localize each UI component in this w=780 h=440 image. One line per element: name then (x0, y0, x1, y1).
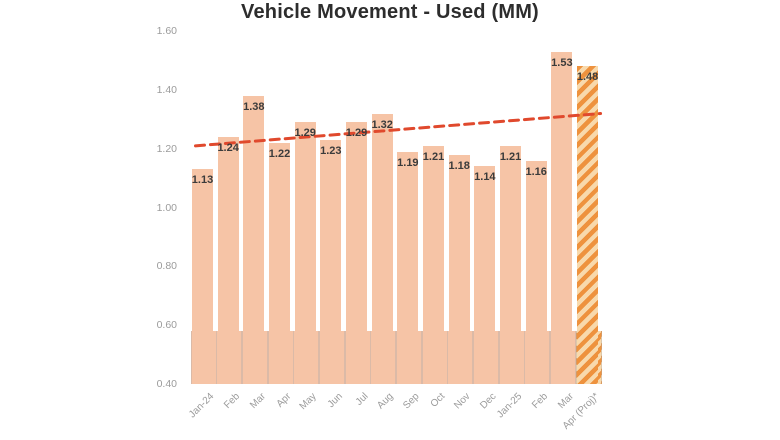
bar (346, 122, 368, 384)
bar-value-label: 1.53 (551, 56, 573, 69)
bar-value-label: 1.29 (294, 127, 316, 140)
bar-value-label: 1.24 (217, 142, 239, 155)
bar-value-label: 1.21 (422, 150, 445, 163)
bar (448, 154, 470, 384)
bar (525, 160, 547, 384)
x-axis-label: Jul (353, 391, 371, 408)
bar (500, 145, 522, 384)
bar-value-label: 1.23 (320, 144, 342, 157)
y-axis-label: 0.40 (156, 378, 177, 390)
y-axis-label: 0.80 (156, 260, 177, 273)
bar-value-label: 1.18 (448, 159, 470, 172)
bar-value-label: 1.14 (474, 171, 496, 184)
bar (423, 145, 445, 384)
bar-value-label: 1.29 (345, 127, 368, 140)
bar (269, 142, 290, 384)
x-axis-label: May (297, 391, 319, 413)
y-axis-label: 0.60 (156, 319, 177, 332)
bar-value-label: 1.13 (191, 174, 214, 187)
x-axis-label: Feb (530, 391, 550, 411)
bar (474, 166, 496, 384)
bar-projected (577, 66, 599, 384)
bar-value-label: 1.48 (576, 71, 599, 84)
y-axis-label: 1.40 (156, 84, 177, 96)
x-axis-label: Jun (325, 391, 345, 411)
bar-value-label: 1.21 (499, 150, 522, 163)
y-axis-label: 1.00 (156, 201, 177, 214)
y-axis-label: 1.60 (156, 25, 177, 38)
bar-value-label: 1.16 (525, 165, 547, 178)
bar (192, 169, 213, 384)
x-axis-label: Apr (274, 391, 294, 410)
x-axis-label: Feb (221, 391, 242, 411)
x-axis-label: Aug (375, 391, 396, 412)
x-axis-label: Mar (555, 391, 576, 411)
x-axis-label: Oct (428, 391, 448, 410)
bar-value-label: 1.19 (397, 156, 419, 169)
chart-title: Vehicle Movement - Used (MM) (241, 1, 539, 23)
bar (320, 139, 342, 384)
x-axis-label: Nov (452, 391, 473, 412)
x-axis-label: Jan-24 (186, 391, 217, 421)
bar (243, 95, 265, 384)
x-axis-label: Sep (401, 391, 422, 412)
bar (551, 51, 573, 384)
bar (217, 137, 239, 384)
bar-value-label: 1.38 (243, 100, 265, 113)
x-axis-label: Mar (247, 391, 268, 411)
bar (371, 113, 393, 384)
x-axis-label: Jan-25 (494, 391, 525, 421)
bar (294, 122, 316, 384)
y-axis-label: 1.20 (156, 142, 177, 155)
bar (397, 151, 419, 384)
bar-value-label: 1.22 (268, 147, 291, 160)
bar-value-label: 1.32 (371, 118, 393, 131)
x-axis-label: Dec (478, 391, 499, 412)
